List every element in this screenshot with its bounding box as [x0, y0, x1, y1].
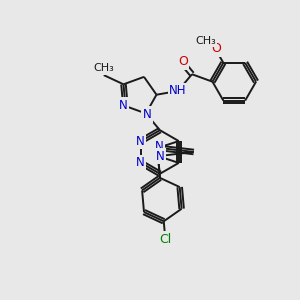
Text: O: O — [211, 42, 221, 55]
Text: NH: NH — [169, 84, 187, 98]
Text: N: N — [155, 140, 164, 153]
Text: N: N — [136, 156, 144, 170]
Text: N: N — [156, 150, 164, 163]
Text: N: N — [136, 135, 144, 148]
Text: N: N — [119, 98, 128, 112]
Text: Cl: Cl — [159, 233, 171, 246]
Text: O: O — [178, 55, 188, 68]
Text: CH₃: CH₃ — [195, 35, 216, 46]
Text: CH₃: CH₃ — [93, 63, 114, 73]
Text: N: N — [142, 108, 151, 121]
